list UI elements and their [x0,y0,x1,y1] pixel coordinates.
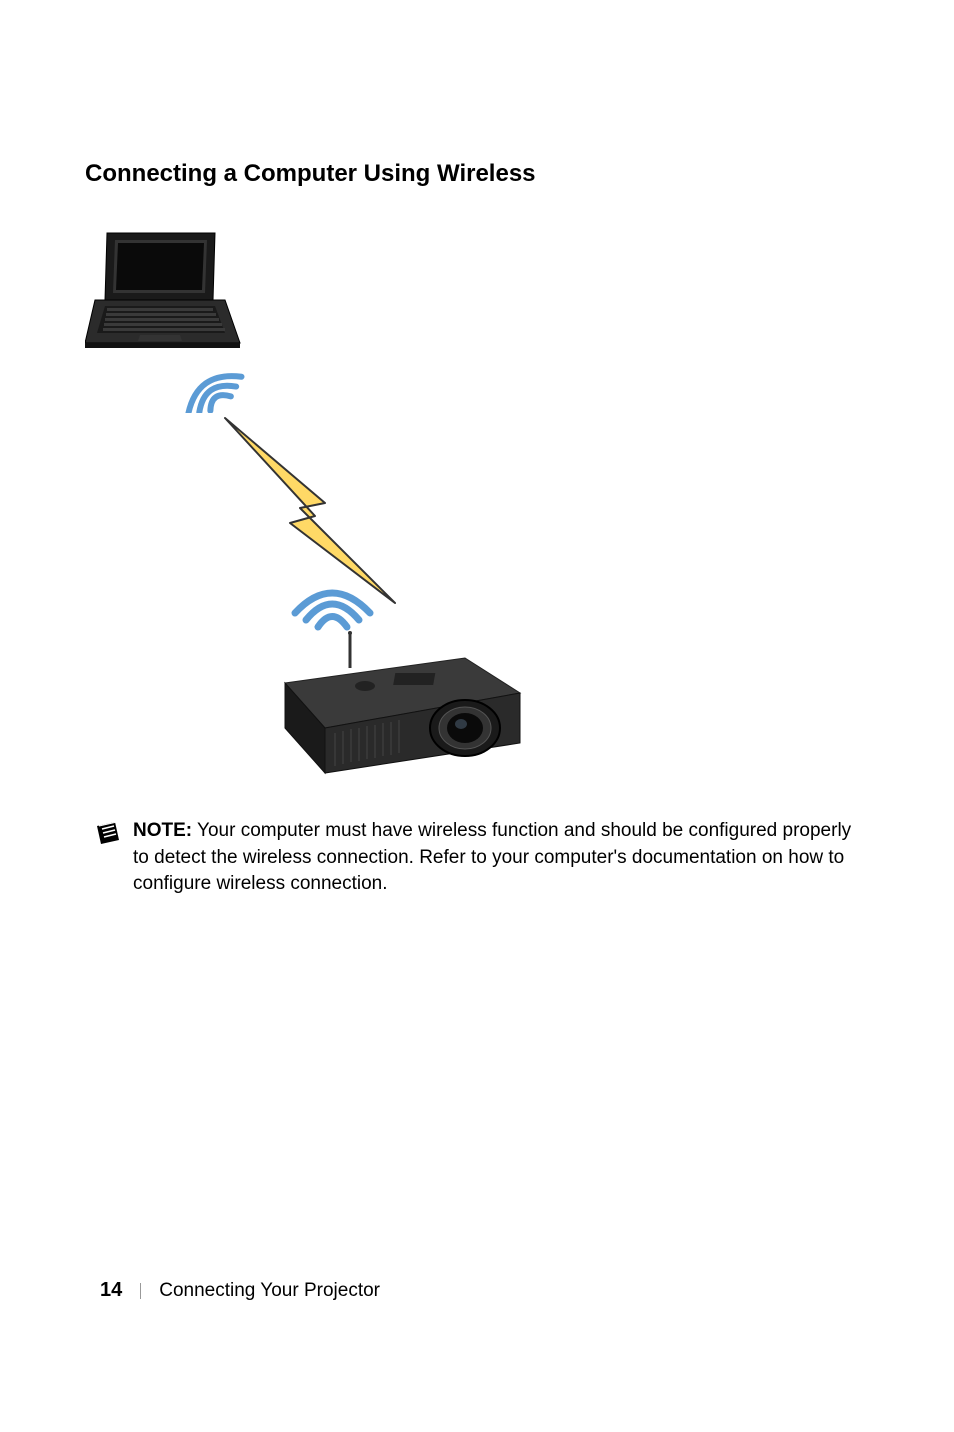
note-block: NOTE: Your computer must have wireless f… [95,818,869,898]
footer-divider [140,1283,141,1299]
connection-diagram [85,228,565,788]
projector-image [265,618,535,788]
note-label: NOTE: [133,820,192,841]
page-footer: 14 Connecting Your Projector [100,1279,380,1302]
laptop-image [85,228,245,358]
note-text: NOTE: Your computer must have wireless f… [133,818,869,898]
note-icon [95,820,121,846]
wifi-icon-laptop [170,358,245,413]
page-number: 14 [100,1279,122,1302]
chapter-name: Connecting Your Projector [159,1280,380,1302]
note-body: Your computer must have wireless functio… [133,820,851,894]
section-heading: Connecting a Computer Using Wireless [85,160,869,188]
